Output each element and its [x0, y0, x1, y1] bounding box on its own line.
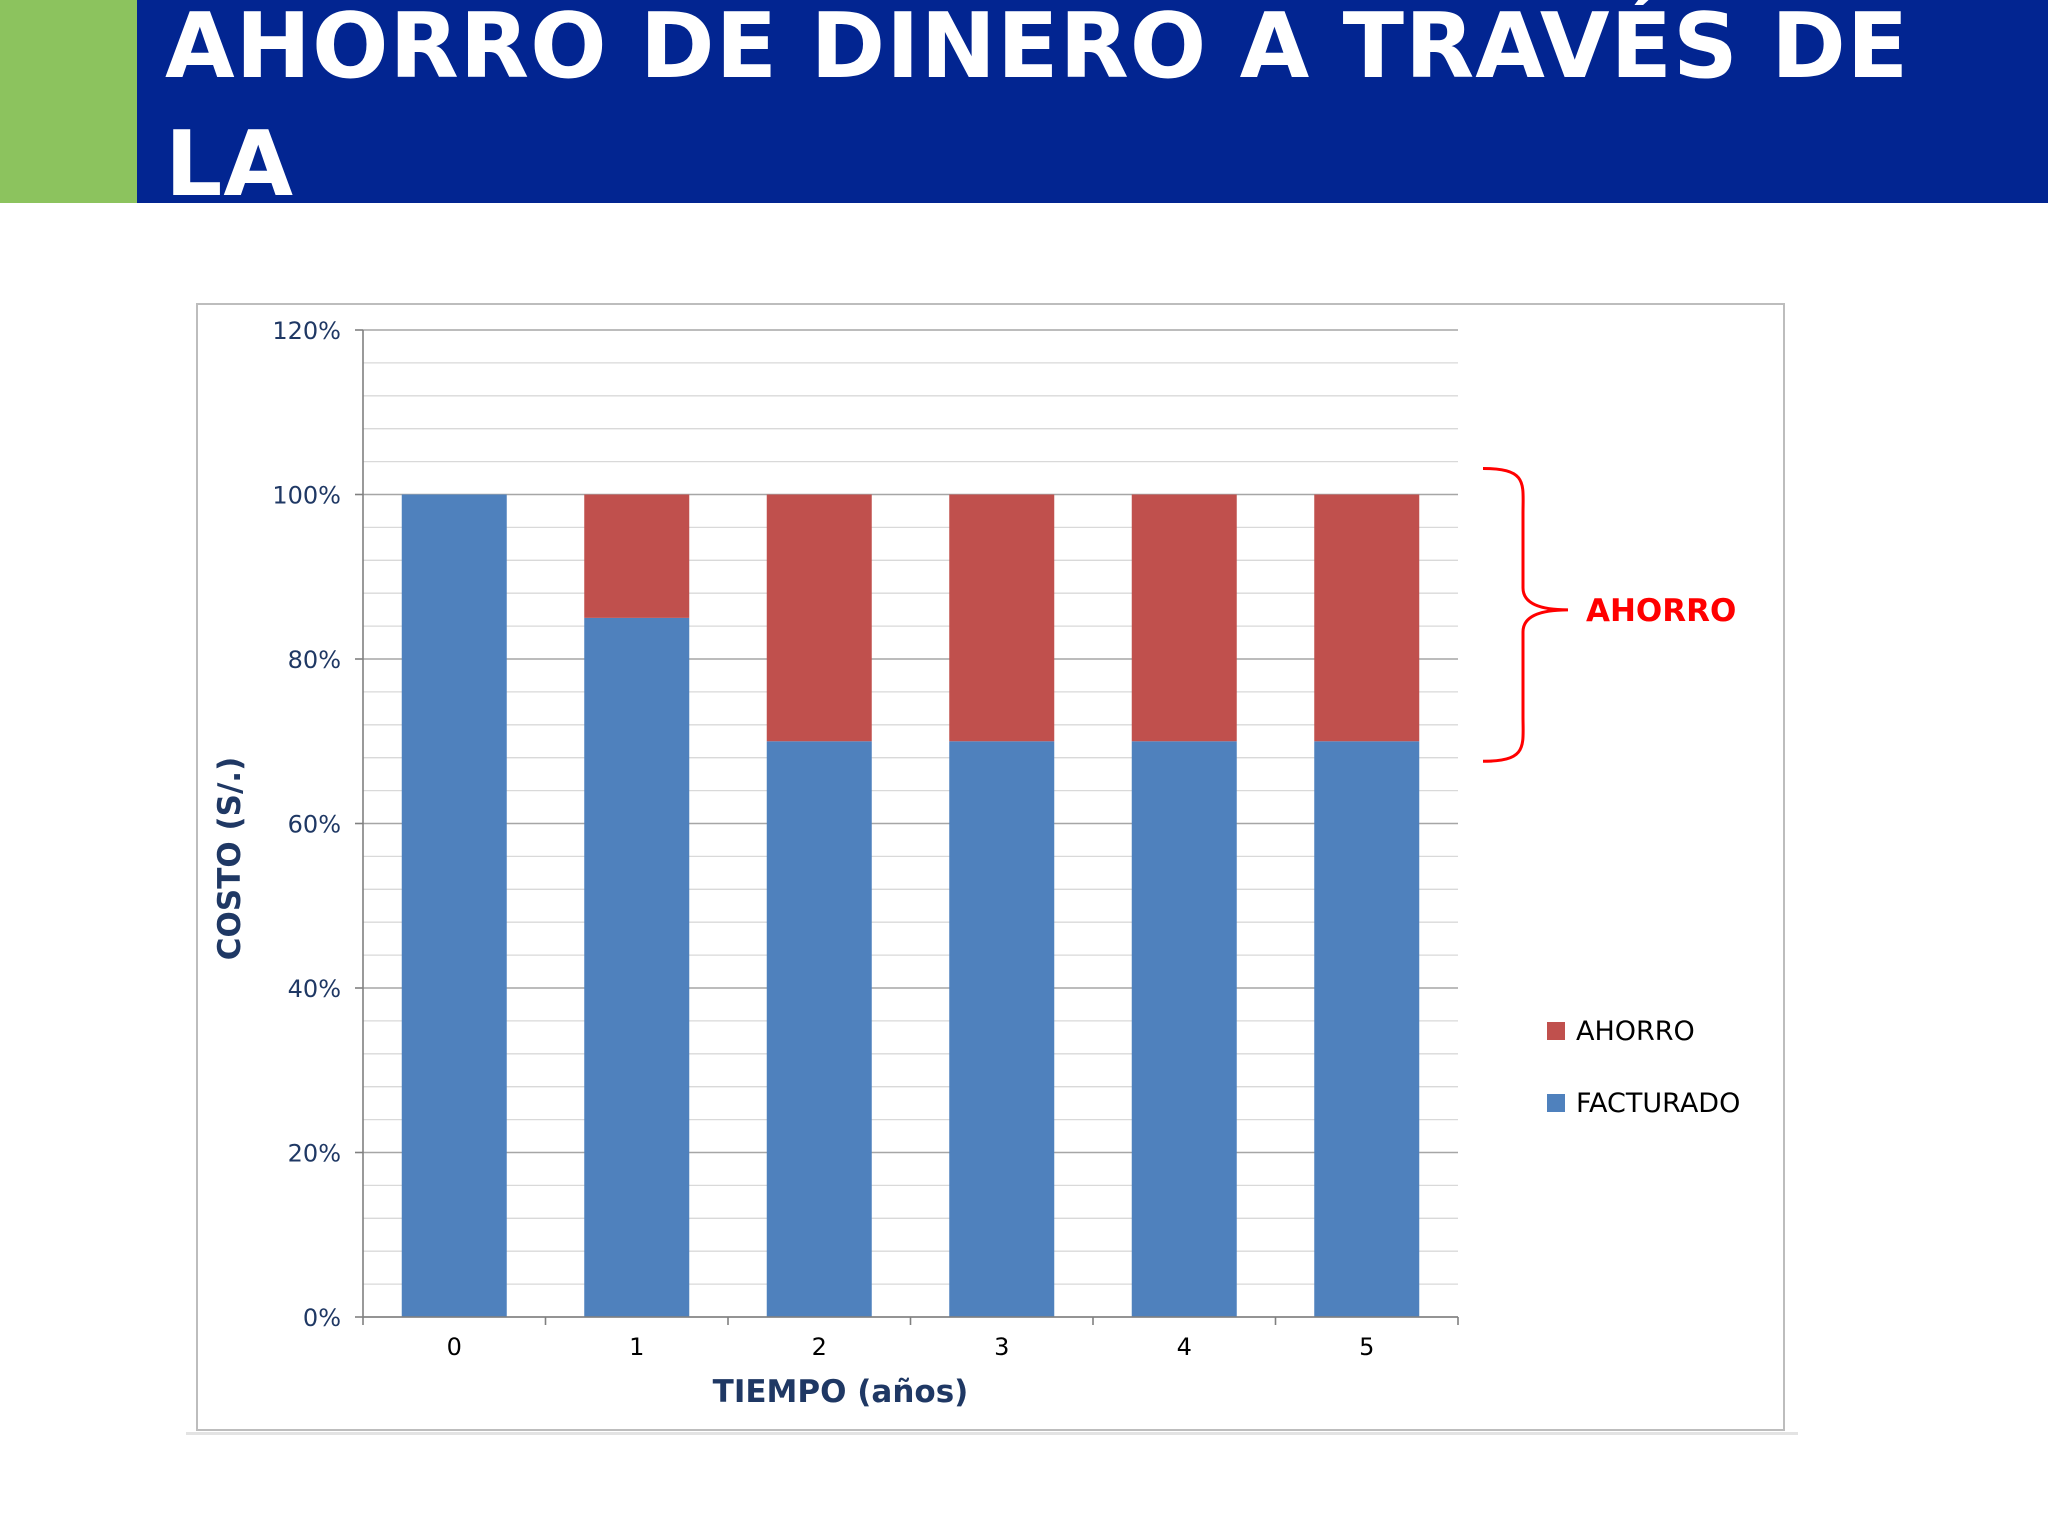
- stacked-bar-chart: 0% 20% 40% 60% 80% 100% 120% 0 1 2 3 4 5 TIEMPO (año…: [212, 317, 1740, 1410]
- axes: 0% 20% 40% 60% 80% 100% 120% 0 1 2 3 4 5: [272, 317, 1459, 1361]
- legend-label-facturado: FACTURADO: [1576, 1088, 1740, 1119]
- x-tick-label: 4: [1177, 1333, 1192, 1361]
- bar-facturado-1: [584, 617, 690, 1317]
- bar-ahorro-3: [949, 494, 1055, 742]
- y-axis-title: COSTO (S/.): [212, 757, 248, 960]
- bar-facturado-4: [1131, 741, 1237, 1317]
- y-tick-label: 120%: [272, 317, 341, 345]
- legend: AHORRO FACTURADO: [1547, 1016, 1740, 1119]
- bar-facturado-5: [1314, 741, 1420, 1317]
- x-tick-label: 1: [629, 1333, 644, 1361]
- annotation-label: AHORRO: [1586, 593, 1736, 629]
- legend-swatch-facturado: [1547, 1094, 1565, 1112]
- legend-swatch-ahorro: [1547, 1022, 1565, 1040]
- x-tick-label: 2: [812, 1333, 827, 1361]
- x-tick-label: 0: [447, 1333, 462, 1361]
- chart-frame: 0% 20% 40% 60% 80% 100% 120% 0 1 2 3 4 5 TIEMPO (año…: [196, 303, 1785, 1431]
- bar-facturado-2: [766, 741, 872, 1317]
- bar-ahorro-1: [584, 494, 690, 618]
- slide-title: AHORRO DE DINERO A TRAVÉS DE LA EFICIENC…: [165, 0, 1910, 203]
- ahorro-annotation: AHORRO: [1482, 467, 1736, 763]
- bar-ahorro-4: [1131, 494, 1237, 742]
- x-tick-label: 3: [994, 1333, 1009, 1361]
- bar-ahorro-2: [766, 494, 872, 742]
- legend-label-ahorro: AHORRO: [1576, 1016, 1695, 1047]
- gridlines: [363, 329, 1458, 1318]
- x-tick-label: 5: [1359, 1333, 1374, 1361]
- title-band: AHORRO DE DINERO A TRAVÉS DE LA EFICIENC…: [137, 0, 2048, 203]
- bars: [401, 494, 1420, 1317]
- y-tick-label: 60%: [288, 811, 341, 839]
- bar-ahorro-5: [1314, 494, 1420, 742]
- y-tick-label: 40%: [288, 975, 341, 1003]
- bar-facturado-3: [949, 741, 1055, 1317]
- y-tick-label: 20%: [288, 1140, 341, 1168]
- chart-frame-shadow: [186, 1432, 1798, 1435]
- x-axis-title: TIEMPO (años): [713, 1374, 969, 1410]
- y-tick-label: 0%: [303, 1304, 341, 1332]
- accent-green-bar: [0, 0, 137, 203]
- y-tick-label: 100%: [272, 482, 341, 510]
- y-tick-label: 80%: [288, 646, 341, 674]
- right-brace-icon: [1482, 467, 1569, 763]
- bar-facturado-0: [401, 494, 507, 1317]
